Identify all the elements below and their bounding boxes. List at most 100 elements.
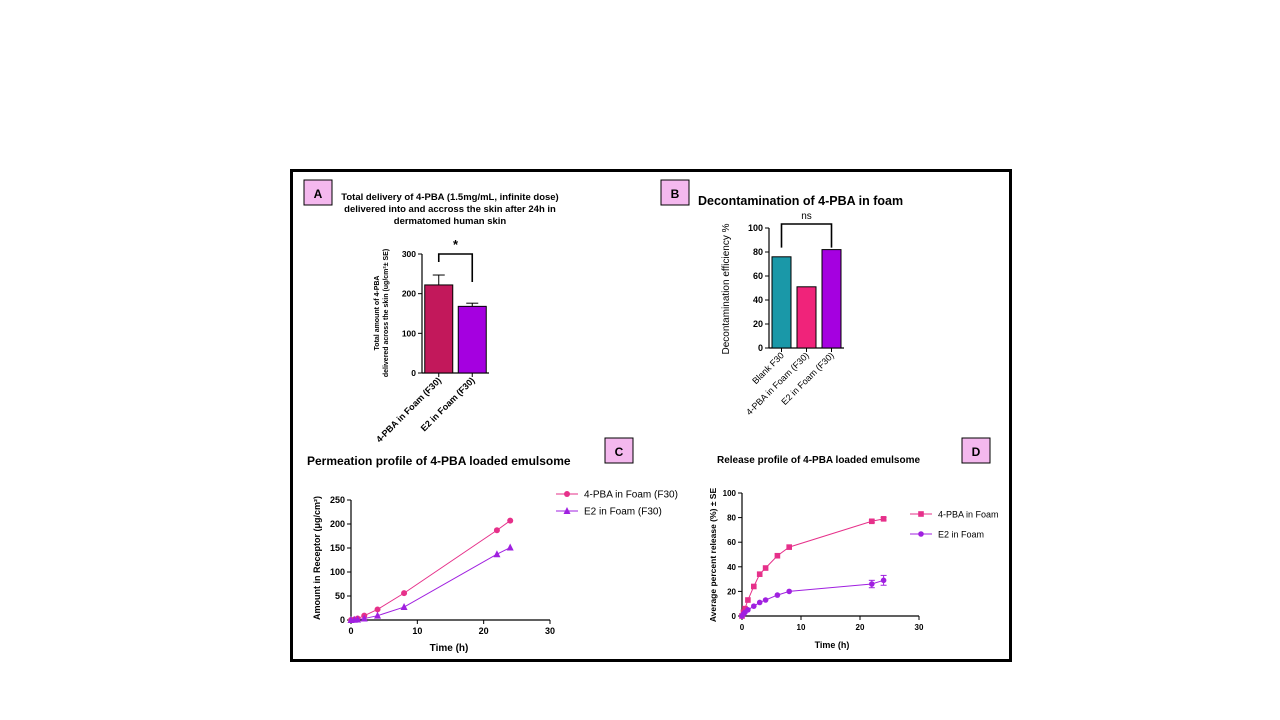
- panel-d-data-point: [880, 516, 887, 522]
- panel-d-y-tick-label: 60: [727, 538, 736, 547]
- panel-c-series-line: [350, 520, 511, 621]
- panel-c-x-tick-label: 10: [412, 626, 422, 636]
- panel-d-data-point: [742, 605, 748, 612]
- panel-c-x-tick-label: 30: [545, 626, 555, 636]
- panel-b-letter: B: [671, 187, 680, 201]
- panel-d-legend-label: 4-PBA in Foam: [938, 510, 999, 520]
- panel-d-xlabel: Time (h): [815, 640, 850, 650]
- panel-b: B Decontamination of 4-PBA in foam Decon…: [660, 179, 903, 417]
- panel-c-ylabel: Amount in Receptor (μg/cm²): [312, 496, 322, 620]
- panel-b-y-tick-label: 100: [748, 223, 763, 233]
- panel-d-y-tick-label: 80: [727, 514, 736, 523]
- panel-d-data-point: [880, 577, 887, 584]
- panel-b-y-tick-label: 60: [753, 271, 763, 281]
- panel-c-data-point: [374, 611, 382, 619]
- panel-d-data-point: [774, 592, 781, 598]
- panel-c-legend-marker: [563, 507, 571, 514]
- panel-a-bar: [424, 284, 454, 374]
- panel-d-data-point: [786, 588, 792, 595]
- panel-c-x-tick-label: 20: [479, 626, 489, 636]
- panel-c-y-tick-label: 150: [330, 543, 345, 553]
- panel-d-x-tick-label: 30: [915, 623, 924, 632]
- panel-c-data-point: [493, 550, 501, 558]
- panel-b-y-tick-label: 80: [753, 247, 763, 257]
- panel-c-y-tick-label: 0: [340, 615, 345, 625]
- panel-c-plot: 0 50 100 150 200 250 0 10 20 30 4-PBA in Foam (F30…: [330, 490, 678, 637]
- panel-d: D Release profile of 4-PBA loaded emulso…: [708, 437, 999, 650]
- panel-a-letter: A: [314, 187, 323, 201]
- panel-c-data-point: [506, 543, 514, 551]
- panel-c-y-tick-label: 200: [330, 519, 345, 529]
- panel-c-y-tick-label: 50: [335, 591, 345, 601]
- panel-d-data-point: [751, 603, 757, 609]
- panel-c-letter-box: [604, 437, 634, 464]
- panel-d-x-tick-label: 0: [740, 623, 745, 632]
- panel-d-plot: 0 20 40 60 80 100 0 10 20 30 4-PBA in Foam E2 in Fo…: [723, 489, 999, 632]
- panel-d-x-tick-label: 20: [856, 623, 865, 632]
- panel-c-data-point: [354, 615, 362, 623]
- panel-c-xlabel: Time (h): [430, 643, 469, 654]
- panel-c-title: Permeation profile of 4-PBA loaded emuls…: [307, 454, 571, 468]
- panel-d-data-point: [869, 581, 875, 587]
- panel-d-data-point: [762, 597, 769, 603]
- panel-d-y-tick-label: 20: [727, 587, 736, 596]
- panel-a-y-tick-label: 200: [402, 289, 416, 299]
- panel-b-significance-label: ns: [801, 211, 812, 222]
- panel-a-title-line-1: Total delivery of 4-PBA (1.5mg/mL, infin…: [341, 192, 558, 203]
- panel-b-letter-box: [660, 179, 690, 206]
- panel-d-title: Release profile of 4-PBA loaded emulsome: [717, 455, 920, 466]
- panel-d-data-point: [762, 565, 769, 571]
- panel-d-letter-box: [961, 437, 991, 464]
- panel-a: A Total delivery of 4-PBA (1.5mg/mL, inf…: [303, 179, 559, 444]
- panel-c-data-point: [360, 614, 368, 622]
- panel-a-title-line-3: dermatomed human skin: [394, 216, 507, 227]
- panel-d-x-tick-label: 10: [797, 623, 806, 632]
- panel-b-significance-bracket: [780, 223, 833, 248]
- panel-d-letter: D: [972, 445, 981, 459]
- panel-c-legend-marker: [564, 491, 570, 497]
- panel-b-y-tick-label: 40: [753, 295, 763, 305]
- panel-b-y-tick-label: 0: [758, 343, 763, 353]
- panel-c-y-tick-label: 100: [330, 567, 345, 577]
- panel-d-data-point: [756, 571, 763, 577]
- panel-a-significance-label: *: [453, 237, 459, 252]
- figure-frame: A Total delivery of 4-PBA (1.5mg/mL, inf…: [290, 169, 1012, 662]
- panel-c-data-point: [374, 606, 381, 613]
- panel-a-letter-box: [303, 179, 333, 206]
- panel-d-data-point: [786, 544, 792, 550]
- panel-d-data-point: [869, 518, 875, 525]
- panel-d-data-point: [774, 552, 781, 559]
- panel-a-ylabel-line-2: delivered across the skin (ug/cm²± SE): [383, 249, 390, 377]
- panel-d-data-point: [745, 607, 751, 613]
- panel-a-category-label: 4-PBA in Foam (F30): [374, 375, 443, 444]
- panel-a-y-tick-label: 0: [411, 368, 416, 378]
- panel-a-y-tick-label: 100: [402, 328, 416, 338]
- panel-b-bar: [821, 249, 842, 349]
- panel-c-x-tick-label: 0: [348, 626, 353, 636]
- panel-c-legend-label: 4-PBA in Foam (F30): [584, 490, 678, 501]
- panel-c-letter: C: [615, 445, 624, 459]
- panel-b-y-tick-label: 20: [753, 319, 763, 329]
- panel-d-y-tick-label: 100: [723, 489, 737, 498]
- panel-c-y-tick-label: 250: [330, 495, 345, 505]
- panel-d-legend-marker: [918, 531, 924, 537]
- panel-c-data-point: [401, 590, 408, 597]
- panel-a-bar: [457, 305, 487, 374]
- panel-b-bar: [796, 286, 817, 349]
- panel-d-y-tick-label: 0: [732, 612, 737, 621]
- panel-c-legend-label: E2 in Foam (F30): [584, 507, 662, 518]
- panel-d-data-point: [756, 599, 763, 606]
- panel-a-significance-bracket: [437, 253, 474, 282]
- panel-d-data-point: [745, 597, 751, 603]
- panel-a-y-tick-label: 300: [402, 249, 416, 259]
- panel-d-y-tick-label: 40: [727, 563, 736, 572]
- panel-d-legend-marker: [918, 511, 924, 517]
- panel-d-ylabel: Average percent release (%) ± SE: [708, 488, 718, 623]
- panel-b-title: Decontamination of 4-PBA in foam: [698, 194, 903, 208]
- panel-c-data-point: [493, 527, 500, 534]
- panel-b-ylabel: Decontamination efficiency %: [721, 223, 732, 354]
- panel-d-data-point: [751, 583, 757, 590]
- panel-d-series-line: [741, 579, 884, 617]
